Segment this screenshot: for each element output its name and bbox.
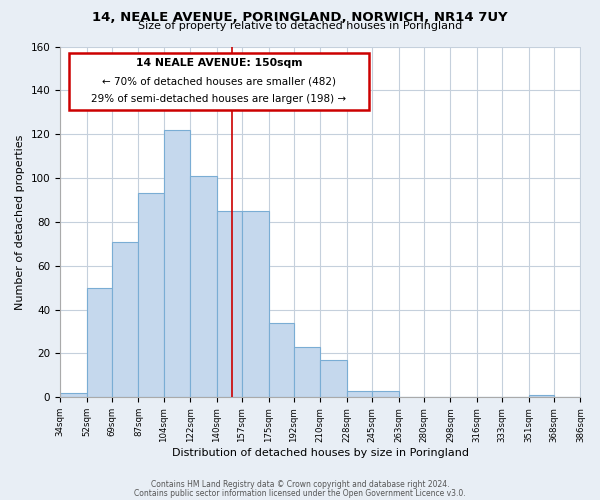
Text: 29% of semi-detached houses are larger (198) →: 29% of semi-detached houses are larger (… (91, 94, 347, 104)
Bar (347, 391, 372, 398)
Bar (139, 194, 164, 398)
Bar (269, 323, 293, 398)
Bar (164, 130, 190, 398)
Bar (242, 211, 269, 398)
Text: Contains public sector information licensed under the Open Government Licence v3: Contains public sector information licen… (134, 488, 466, 498)
Bar (86, 288, 112, 398)
Text: 14 NEALE AVENUE: 150sqm: 14 NEALE AVENUE: 150sqm (136, 58, 302, 68)
Bar (372, 391, 398, 398)
Bar (112, 242, 139, 398)
Bar (60, 393, 86, 398)
Bar (320, 360, 347, 398)
X-axis label: Distribution of detached houses by size in Poringland: Distribution of detached houses by size … (172, 448, 469, 458)
Text: Contains HM Land Registry data © Crown copyright and database right 2024.: Contains HM Land Registry data © Crown c… (151, 480, 449, 489)
Bar (217, 211, 242, 398)
Text: 14, NEALE AVENUE, PORINGLAND, NORWICH, NR14 7UY: 14, NEALE AVENUE, PORINGLAND, NORWICH, N… (92, 11, 508, 24)
Text: ← 70% of detached houses are smaller (482): ← 70% of detached houses are smaller (48… (102, 76, 336, 86)
Bar (529, 395, 554, 398)
Text: Size of property relative to detached houses in Poringland: Size of property relative to detached ho… (138, 21, 462, 31)
Y-axis label: Number of detached properties: Number of detached properties (15, 134, 25, 310)
Bar (190, 176, 217, 398)
Bar (293, 347, 320, 398)
